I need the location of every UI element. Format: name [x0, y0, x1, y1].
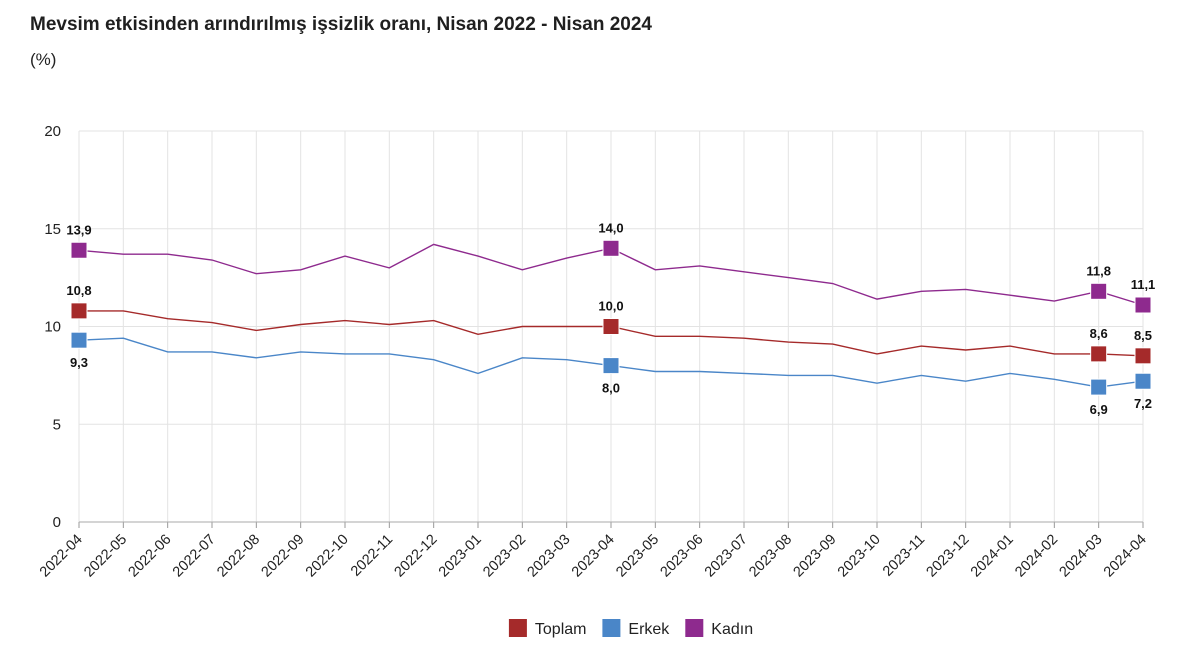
marker-erkek [1134, 372, 1152, 390]
legend-item[interactable]: Erkek [602, 619, 670, 638]
data-label: 8,6 [1090, 326, 1108, 341]
data-label: 8,0 [602, 381, 620, 396]
marker-toplam [1134, 347, 1152, 365]
legend-label: Kadın [711, 621, 753, 638]
legend-item[interactable]: Toplam [508, 619, 587, 638]
x-tick-label: 2023-09 [791, 532, 840, 581]
legend-label: Toplam [535, 621, 587, 638]
y-tick-label: 10 [44, 319, 61, 336]
marker-toplam [1090, 345, 1108, 363]
x-tick-label: 2023-11 [880, 532, 928, 580]
marker-kadın [1134, 296, 1152, 314]
data-label: 8,5 [1134, 328, 1152, 343]
chart-title: Mevsim etkisinden arındırılmış işsizlik … [30, 14, 652, 35]
marker-toplam [602, 318, 620, 335]
x-tick-label: 2023-02 [480, 532, 529, 581]
data-label: 6,9 [1090, 402, 1108, 417]
marker-kadın [602, 239, 620, 257]
marker-kadın [1090, 282, 1108, 300]
x-tick-label: 2023-05 [613, 532, 662, 581]
x-tick-label: 2022-12 [392, 532, 441, 581]
data-label: 11,1 [1131, 277, 1156, 292]
legend-swatch [508, 619, 527, 637]
x-tick-label: 2023-08 [746, 532, 795, 581]
y-tick-label: 15 [44, 221, 61, 238]
data-label: 14,0 [598, 220, 623, 235]
x-tick-label: 2023-03 [525, 532, 574, 581]
x-tick-label: 2022-10 [303, 532, 352, 581]
marker-erkek [602, 357, 620, 375]
data-label: 9,3 [70, 355, 88, 370]
x-tick-label: 2024-01 [968, 532, 1017, 581]
x-tick-label: 2022-11 [348, 532, 396, 580]
x-tick-label: 2024-03 [1057, 532, 1106, 581]
x-tick-label: 2023-07 [702, 532, 751, 581]
marker-erkek [1090, 378, 1108, 396]
y-tick-label: 0 [53, 514, 61, 531]
legend-label: Erkek [628, 621, 670, 638]
x-tick-label: 2024-02 [1012, 532, 1061, 581]
data-label: 11,8 [1086, 263, 1111, 278]
data-label: 10,8 [66, 283, 91, 298]
x-tick-label: 2024-04 [1101, 532, 1150, 581]
x-tick-label: 2022-04 [37, 532, 86, 581]
x-tick-label: 2023-01 [436, 532, 485, 581]
x-tick-label: 2022-05 [81, 532, 130, 581]
x-tick-label: 2023-06 [658, 532, 707, 581]
x-tick-label: 2022-08 [214, 532, 263, 581]
legend-item[interactable]: Kadın [685, 619, 753, 638]
x-tick-label: 2023-10 [835, 532, 884, 581]
data-label: 10,0 [598, 299, 623, 314]
x-tick-label: 2022-07 [170, 532, 219, 581]
marker-erkek [70, 331, 88, 349]
chart-subtitle: (%) [30, 50, 57, 69]
marker-kadın [70, 241, 88, 259]
data-label: 7,2 [1134, 396, 1152, 411]
y-tick-label: 5 [53, 416, 61, 433]
legend-swatch [685, 619, 704, 637]
y-tick-label: 20 [44, 123, 61, 140]
x-tick-label: 2023-04 [569, 532, 618, 581]
x-tick-label: 2022-06 [126, 532, 175, 581]
x-tick-label: 2023-12 [924, 532, 973, 581]
legend-swatch [602, 619, 621, 637]
data-label: 13,9 [66, 222, 91, 237]
marker-toplam [70, 302, 88, 320]
x-tick-label: 2022-09 [259, 532, 308, 581]
